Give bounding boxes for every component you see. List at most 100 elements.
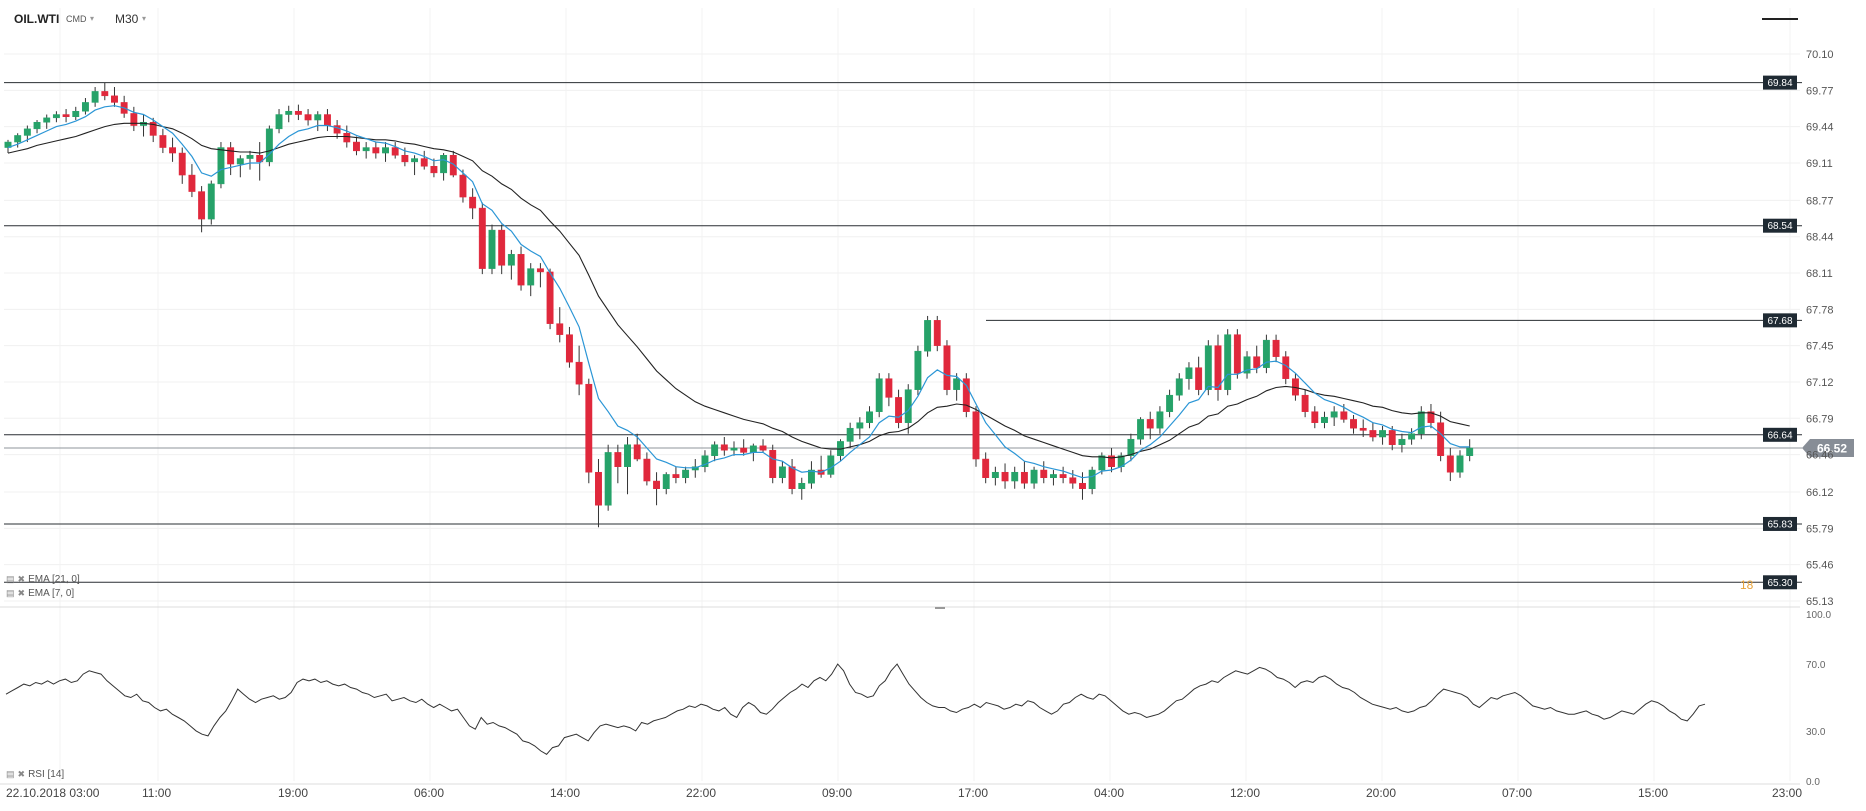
settings-icon[interactable]: ▤	[6, 588, 15, 598]
price-tick-label: 66.46	[1806, 450, 1834, 462]
menu-line-icon[interactable]	[1762, 18, 1798, 20]
candle-up	[1466, 447, 1474, 456]
candle-down	[1108, 455, 1115, 467]
time-tick-label: 04:00	[1094, 786, 1124, 800]
candle-down	[1359, 427, 1367, 431]
candle-up	[624, 444, 631, 467]
horizontal-levels[interactable]: 69.84 68.54 67.68 66.64 65.83 65.30 66.52	[4, 75, 1854, 590]
time-tick-label: 15:00	[1638, 786, 1668, 800]
candle-up	[91, 91, 99, 103]
candle-down	[149, 121, 157, 136]
close-icon[interactable]: ✖	[17, 769, 26, 779]
level-label: 68.54	[1767, 221, 1792, 232]
rsi-tick-label: 70.0	[1806, 660, 1826, 671]
price-tick-label: 67.45	[1806, 341, 1834, 353]
close-icon[interactable]: ✖	[17, 588, 26, 598]
candle-down	[982, 458, 990, 478]
candle-up	[1224, 334, 1232, 390]
last-price-label-box	[1802, 439, 1854, 458]
time-tick-label: 22.10.2018 03:00	[6, 786, 100, 800]
candle-up	[72, 110, 80, 117]
candle-up	[217, 147, 225, 185]
candle-down	[169, 147, 177, 154]
candle-down	[1233, 334, 1241, 374]
candle-down	[304, 114, 312, 121]
candlestick-series	[4, 82, 1474, 528]
candle-up	[488, 229, 496, 269]
candle-down	[885, 378, 893, 398]
candle-up	[1088, 469, 1096, 489]
last-price-label: 66.52	[1817, 442, 1847, 456]
time-tick-label: 12:00	[1230, 786, 1260, 800]
candle-down	[323, 114, 331, 126]
candle-up	[314, 114, 322, 121]
candle-up	[507, 254, 515, 266]
candle-up	[236, 158, 244, 165]
level-label-box	[1763, 313, 1797, 328]
chart-toolbar: OIL.WTI CMD ▾ M30 ▾	[0, 0, 1866, 40]
settings-icon[interactable]: ▤	[6, 574, 15, 584]
symbol-label[interactable]: OIL.WTI	[14, 12, 60, 26]
time-tick-label: 22:00	[686, 786, 716, 800]
candle-down	[653, 480, 661, 489]
candle-down	[1340, 411, 1348, 420]
candle-down	[1214, 345, 1222, 390]
candle-down	[101, 91, 109, 97]
level-label-box	[1763, 516, 1797, 531]
candle-down	[1446, 455, 1454, 473]
legend-ema7[interactable]: ▤ ✖ EMA [7, 0]	[6, 588, 74, 599]
ema7-label: EMA [7, 0]	[28, 588, 75, 599]
ema7-line	[7, 105, 1470, 479]
candle-down	[420, 158, 428, 167]
faded-value: 18	[1740, 578, 1754, 592]
candle-down	[130, 113, 138, 126]
candle-down	[1437, 422, 1445, 456]
symbol-type-label[interactable]: CMD	[66, 14, 87, 24]
settings-icon[interactable]: ▤	[6, 769, 15, 779]
candle-down	[556, 323, 564, 335]
candle-up	[1011, 471, 1019, 482]
price-tick-label: 68.11	[1806, 268, 1833, 280]
candle-down	[372, 147, 380, 154]
candle-down	[343, 132, 351, 143]
candle-down	[1079, 482, 1086, 489]
candle-down	[401, 155, 409, 163]
candle-up	[246, 155, 254, 159]
candle-down	[972, 411, 980, 460]
candle-down	[459, 174, 467, 198]
timeframe-dropdown-icon[interactable]: ▾	[142, 14, 147, 23]
candle-up	[846, 427, 854, 442]
legend-rsi[interactable]: ▤ ✖ RSI [14]	[6, 769, 64, 780]
candle-up	[856, 422, 864, 429]
symbol-dropdown-icon[interactable]: ▾	[90, 14, 95, 23]
candle-up	[52, 114, 60, 119]
candle-up	[411, 158, 419, 163]
candle-up	[866, 411, 873, 423]
candle-up	[362, 147, 370, 152]
timeframe-selector[interactable]: M30	[115, 12, 139, 26]
candle-up	[778, 466, 786, 478]
candle-down	[643, 458, 651, 482]
time-tick-label: 20:00	[1366, 786, 1396, 800]
candle-down	[111, 95, 118, 103]
price-tick-label: 67.12	[1806, 377, 1834, 389]
price-tick-label: 69.44	[1806, 122, 1834, 134]
candle-up	[285, 110, 293, 115]
legend-ema21[interactable]: ▤ ✖ EMA [21, 0]	[6, 574, 80, 585]
candle-up	[527, 268, 535, 286]
candle-up	[1030, 469, 1038, 484]
candle-down	[575, 361, 583, 385]
candle-up	[33, 121, 41, 130]
close-icon[interactable]: ✖	[17, 574, 26, 584]
candle-up	[1049, 474, 1057, 478]
candle-up	[711, 444, 719, 456]
candle-down	[595, 471, 602, 506]
candle-down	[633, 444, 641, 460]
candle-down	[62, 114, 70, 117]
candle-down	[1069, 477, 1077, 484]
ema21-line	[7, 122, 1470, 459]
candle-up	[1137, 419, 1145, 440]
candle-down	[672, 474, 680, 478]
candle-down	[1001, 471, 1009, 482]
